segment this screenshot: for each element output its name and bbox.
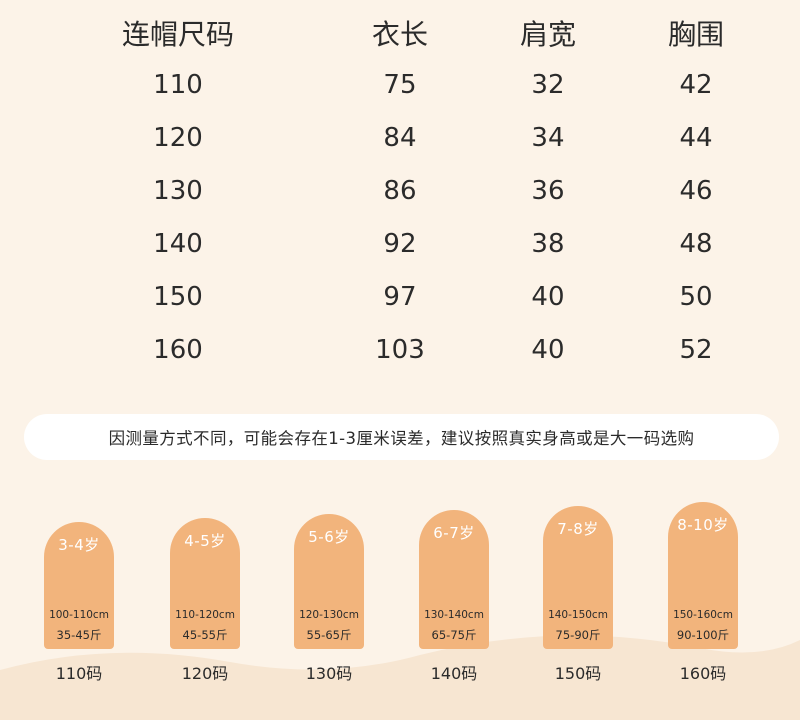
- cell-chest: 46: [679, 175, 713, 206]
- size-card: 3-4岁 100-110cm 35-45斤: [44, 522, 114, 649]
- card-height: 150-160cm: [673, 609, 733, 621]
- cell-length: 84: [383, 122, 417, 153]
- measurement-note: 因测量方式不同，可能会存在1-3厘米误差，建议按照真实身高或是大一码选购: [24, 414, 779, 460]
- cell-shoulder: 38: [531, 228, 565, 259]
- table-row: 160 103 40 52: [30, 323, 770, 376]
- card-size-label: 140码: [430, 664, 478, 683]
- card-weight: 35-45斤: [56, 628, 102, 642]
- card-size-label: 130码: [305, 664, 353, 683]
- size-card: 6-7岁 130-140cm 65-75斤: [419, 510, 489, 649]
- cell-chest: 50: [679, 281, 713, 312]
- size-card: 7-8岁 140-150cm 75-90斤: [543, 506, 613, 649]
- table-row: 130 86 36 46: [30, 164, 770, 217]
- header-length: 衣长: [371, 18, 428, 51]
- table-row: 120 84 34 44: [30, 111, 770, 164]
- cell-length: 86: [383, 175, 417, 206]
- card-age: 4-5岁: [184, 532, 226, 550]
- card-height: 140-150cm: [548, 609, 608, 621]
- card-age: 5-6岁: [308, 528, 350, 546]
- card-age: 3-4岁: [58, 536, 100, 554]
- card-weight: 75-90斤: [555, 628, 601, 642]
- cell-shoulder: 40: [531, 334, 565, 365]
- card-age: 8-10岁: [677, 516, 729, 534]
- card-weight: 65-75斤: [431, 628, 477, 642]
- cell-size: 150: [153, 281, 203, 312]
- cell-shoulder: 32: [531, 69, 565, 100]
- size-card: 8-10岁 150-160cm 90-100斤: [668, 502, 738, 649]
- cell-length: 97: [383, 281, 417, 312]
- cell-length: 75: [383, 69, 417, 100]
- card-age: 7-8岁: [557, 520, 599, 538]
- card-age: 6-7岁: [433, 524, 475, 542]
- card-height: 100-110cm: [49, 609, 109, 621]
- cell-size: 160: [153, 334, 203, 365]
- card-size-label: 110码: [55, 664, 103, 683]
- card-weight: 90-100斤: [676, 628, 730, 642]
- cell-size: 110: [153, 69, 203, 100]
- header-size: 连帽尺码: [121, 18, 234, 51]
- cell-shoulder: 40: [531, 281, 565, 312]
- card-weight: 45-55斤: [182, 628, 228, 642]
- card-size-label: 150码: [554, 664, 602, 683]
- cell-chest: 52: [679, 334, 713, 365]
- cell-size: 140: [153, 228, 203, 259]
- card-height: 110-120cm: [175, 609, 235, 621]
- cell-chest: 42: [679, 69, 713, 100]
- cell-chest: 48: [679, 228, 713, 259]
- table-row: 150 97 40 50: [30, 270, 770, 323]
- cell-shoulder: 36: [531, 175, 565, 206]
- cell-shoulder: 34: [531, 122, 565, 153]
- size-table-header-row: 连帽尺码 衣长 肩宽 胸围: [30, 8, 770, 58]
- size-card: 5-6岁 120-130cm 55-65斤: [294, 514, 364, 649]
- cell-length: 92: [383, 228, 417, 259]
- card-height: 120-130cm: [299, 609, 359, 621]
- cell-chest: 44: [679, 122, 713, 153]
- header-chest: 胸围: [667, 18, 724, 51]
- cell-size: 120: [153, 122, 203, 153]
- cell-size: 130: [153, 175, 203, 206]
- size-table: 连帽尺码 衣长 肩宽 胸围 110 75 32 42 120 84 34 44 …: [30, 8, 770, 376]
- card-height: 130-140cm: [424, 609, 484, 621]
- table-row: 140 92 38 48: [30, 217, 770, 270]
- size-card: 4-5岁 110-120cm 45-55斤: [170, 518, 240, 649]
- background-wave: [0, 635, 800, 720]
- card-weight: 55-65斤: [306, 628, 352, 642]
- cell-length: 103: [375, 334, 425, 365]
- table-row: 110 75 32 42: [30, 58, 770, 111]
- card-size-label: 160码: [679, 664, 727, 683]
- header-shoulder: 肩宽: [519, 18, 576, 51]
- card-size-label: 120码: [181, 664, 229, 683]
